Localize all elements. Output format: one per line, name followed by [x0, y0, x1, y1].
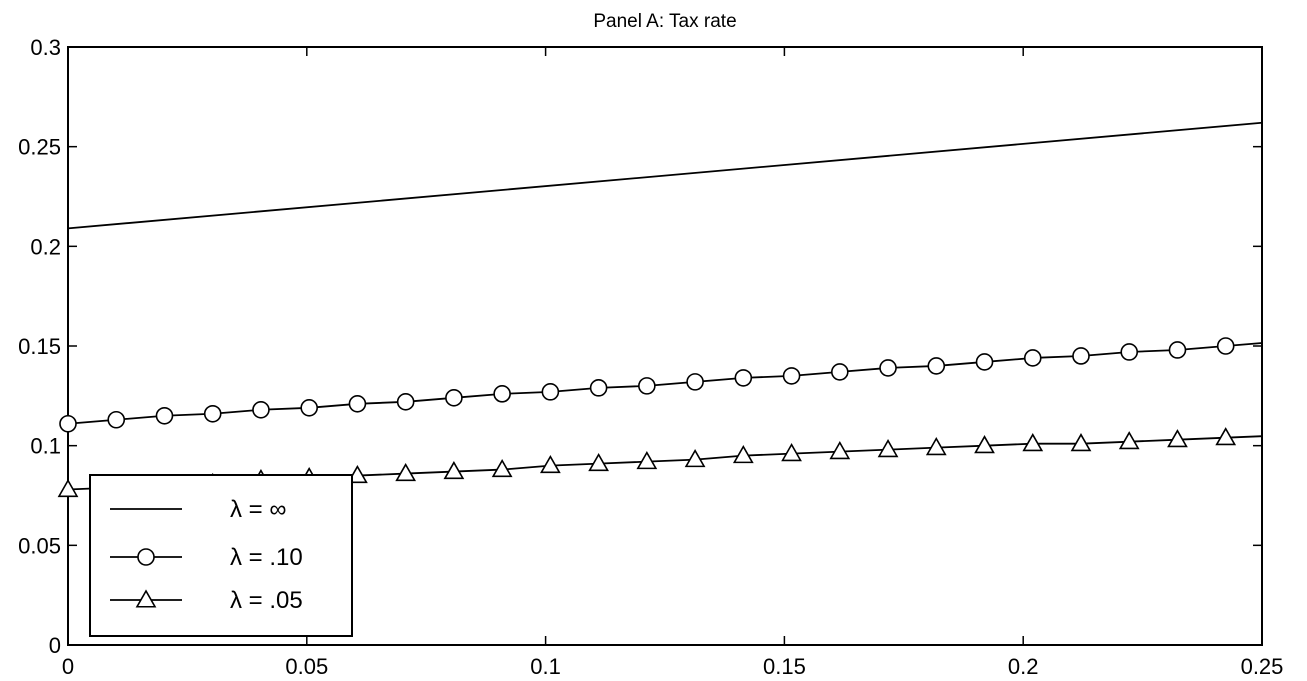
x-tick-label: 0.2 — [1008, 654, 1039, 679]
series-line — [67, 121, 1263, 230]
triangle-marker — [1022, 433, 1044, 452]
circle-marker — [1023, 349, 1042, 367]
circle-marker — [396, 393, 415, 411]
circle-marker — [1216, 337, 1235, 355]
legend-item: λ = .10 — [110, 544, 303, 571]
triangle-marker — [732, 445, 754, 464]
y-axis-tick-labels: 0 0.05 0.1 0.15 0.2 0.25 0.3 — [18, 35, 61, 658]
legend: λ = ∞ λ = .10 λ = .05 — [89, 474, 353, 637]
x-axis-tick-labels: 0 0.05 0.1 0.15 0.2 0.25 — [62, 654, 1284, 679]
circle-marker — [927, 357, 946, 375]
circle-marker — [975, 353, 994, 371]
circle-marker — [1072, 347, 1090, 365]
circle-marker — [203, 404, 222, 423]
y-tick-label: 0.05 — [18, 533, 61, 558]
triangle-marker — [1167, 429, 1188, 448]
x-tick-label: 0.1 — [530, 654, 561, 679]
circle-marker — [1120, 343, 1139, 361]
legend-item: λ = .05 — [110, 587, 303, 614]
circle-marker — [300, 398, 318, 417]
circle-marker — [589, 379, 608, 397]
circle-marker — [107, 410, 126, 429]
circle-marker — [541, 383, 560, 401]
triangle-marker — [684, 449, 706, 468]
y-tick-label: 0 — [49, 633, 61, 658]
circle-marker — [155, 406, 174, 425]
series-lambda-inf — [67, 121, 1263, 230]
y-tick-label: 0.25 — [18, 135, 61, 160]
legend-item: λ = ∞ — [110, 496, 286, 523]
circle-marker — [686, 373, 704, 391]
circle-marker — [252, 400, 270, 419]
x-tick-label: 0.15 — [763, 654, 806, 679]
y-tick-label: 0.15 — [18, 334, 61, 359]
y-tick-label: 0.2 — [30, 234, 61, 259]
circle-marker — [638, 377, 656, 395]
legend-label: λ = .05 — [230, 587, 303, 614]
circle-marker — [493, 385, 511, 403]
circle-marker — [137, 548, 155, 566]
legend-label: λ = ∞ — [230, 496, 286, 523]
triangle-marker — [925, 437, 947, 456]
triangle-marker — [974, 435, 995, 454]
x-tick-label: 0.05 — [285, 654, 328, 679]
circle-marker — [831, 363, 849, 381]
triangle-marker — [57, 478, 79, 498]
triangle-marker — [135, 589, 157, 608]
circle-marker — [59, 414, 77, 433]
circle-marker — [445, 389, 463, 407]
triangle-marker — [539, 454, 561, 474]
y-tick-label: 0.1 — [30, 434, 61, 459]
circle-marker — [782, 367, 801, 385]
series-layer — [57, 121, 1263, 498]
triangle-marker — [877, 439, 899, 458]
triangle-marker — [1070, 433, 1092, 452]
circle-marker — [348, 395, 367, 413]
legend-label: λ = .10 — [230, 544, 303, 571]
triangle-marker — [636, 451, 658, 470]
triangle-marker — [395, 462, 417, 482]
circle-marker — [1168, 341, 1187, 359]
triangle-marker — [1118, 431, 1140, 450]
y-tick-label: 0.3 — [30, 35, 61, 60]
axis-ticks — [67, 46, 1263, 646]
legend-box — [89, 474, 353, 637]
series-lambda-010 — [59, 337, 1263, 433]
triangle-marker — [443, 460, 465, 480]
x-tick-label: 0.25 — [1241, 654, 1284, 679]
triangle-marker — [829, 441, 851, 460]
x-tick-label: 0 — [62, 654, 74, 679]
triangle-marker — [781, 443, 802, 462]
triangle-marker — [491, 458, 513, 478]
triangle-marker — [1215, 427, 1237, 446]
circle-marker — [734, 369, 753, 387]
circle-marker — [879, 359, 897, 377]
chart-title: Panel A: Tax rate — [593, 11, 736, 32]
triangle-marker — [588, 452, 609, 472]
